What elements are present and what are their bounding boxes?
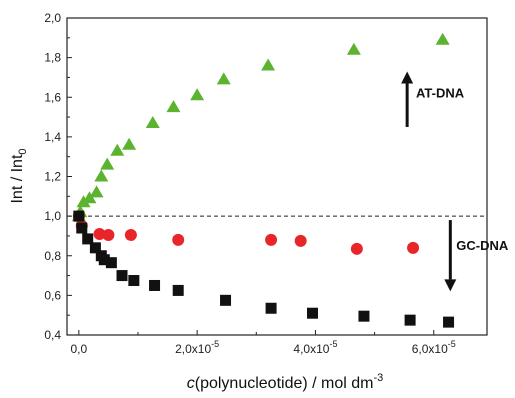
triangle-point: [166, 100, 181, 113]
x-tick-label: 2,0x10-5: [175, 339, 219, 356]
triangle-point: [82, 191, 97, 204]
circle-point: [93, 227, 106, 240]
y-tick-label: 0,8: [44, 249, 61, 263]
square-point: [149, 279, 161, 291]
y-axis-ticks: 0,4 0,6 0,8 1,0 1,2 1,4 1,6 1,8 2,0: [44, 11, 72, 342]
x-axis-title: c(polynucleotide) / mol dm-3: [187, 372, 384, 392]
triangle-point: [89, 185, 104, 198]
y-tick-label: 0,6: [44, 288, 61, 302]
triangle-point: [94, 169, 109, 182]
square-point: [265, 302, 277, 314]
square-point: [89, 242, 101, 254]
square-point: [443, 316, 455, 328]
x-tick-label: 6,0x10-5: [412, 339, 456, 356]
square-point: [306, 307, 318, 319]
square-point: [76, 222, 88, 234]
triangle-point: [145, 116, 160, 129]
square-point: [172, 284, 184, 296]
x-axis-ticks: 0,0 2,0x10-5 4,0x10-5 6,0x10-5: [70, 330, 456, 356]
data-points: [71, 32, 455, 328]
y-axis-title: Int / Int0: [9, 148, 29, 203]
triangle-point: [216, 72, 231, 85]
triangle-point: [261, 58, 276, 71]
circle-point: [350, 242, 363, 255]
circle-point: [102, 228, 115, 241]
circle-point: [124, 228, 137, 241]
y-tick-label: 1,6: [44, 90, 61, 104]
square-point: [128, 275, 140, 287]
y-axis-title-subscript: 0: [17, 148, 29, 154]
circle-point: [265, 233, 278, 246]
y-tick-label: 0,4: [44, 328, 61, 342]
x-axis-title-superscript: -3: [373, 372, 383, 384]
y-tick-label: 2,0: [44, 11, 61, 25]
x-tick-label: 0,0: [70, 342, 87, 356]
square-point: [116, 270, 128, 282]
square-point: [358, 310, 370, 322]
triangle-point: [190, 88, 205, 101]
y-tick-label: 1,8: [44, 51, 61, 65]
square-point: [98, 254, 110, 266]
triangle-point: [110, 143, 125, 156]
circle-point: [172, 233, 185, 246]
triangle-point: [346, 42, 361, 55]
triangle-point: [100, 157, 115, 170]
y-tick-label: 1,2: [44, 170, 61, 184]
annotation-arrow-head: [444, 279, 457, 292]
square-point: [73, 210, 85, 222]
square-point: [220, 294, 232, 306]
circle-point: [407, 241, 420, 254]
triangle-point: [122, 137, 137, 150]
plot-frame: [66, 17, 488, 336]
triangle-point: [76, 195, 91, 208]
square-point: [82, 233, 94, 245]
square-point: [105, 257, 117, 269]
triangle-point: [435, 32, 450, 45]
x-axis-title-italic: c: [187, 375, 195, 392]
x-tick-label: 4,0x10-5: [293, 339, 337, 356]
annotation-arrow-head: [401, 71, 414, 84]
y-tick-label: 1,0: [44, 209, 61, 223]
annotation-label: AT-DNA: [416, 85, 465, 100]
y-tick-label: 1,4: [44, 130, 61, 144]
annotation-label: GC-DNA: [456, 238, 509, 253]
circle-point: [294, 234, 307, 247]
annotations: AT-DNA GC-DNA: [401, 71, 509, 292]
square-point: [404, 314, 416, 326]
